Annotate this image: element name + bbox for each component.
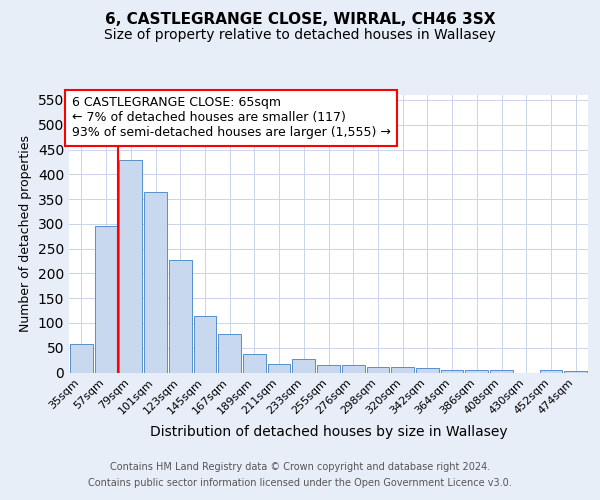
Text: Contains public sector information licensed under the Open Government Licence v3: Contains public sector information licen…: [88, 478, 512, 488]
Bar: [144, 192, 167, 372]
Bar: [95, 226, 118, 372]
Bar: [466, 370, 488, 372]
Bar: [268, 364, 290, 372]
Bar: [194, 316, 216, 372]
Text: 6 CASTLEGRANGE CLOSE: 65sqm
← 7% of detached houses are smaller (117)
93% of sem: 6 CASTLEGRANGE CLOSE: 65sqm ← 7% of deta…: [71, 96, 391, 140]
Bar: [416, 368, 439, 372]
Bar: [539, 370, 562, 372]
Bar: [564, 370, 587, 372]
X-axis label: Distribution of detached houses by size in Wallasey: Distribution of detached houses by size …: [149, 424, 508, 438]
Bar: [317, 364, 340, 372]
Bar: [169, 260, 191, 372]
Bar: [367, 367, 389, 372]
Bar: [391, 367, 414, 372]
Bar: [119, 160, 142, 372]
Bar: [292, 359, 315, 372]
Text: Contains HM Land Registry data © Crown copyright and database right 2024.: Contains HM Land Registry data © Crown c…: [110, 462, 490, 472]
Bar: [441, 370, 463, 372]
Text: Size of property relative to detached houses in Wallasey: Size of property relative to detached ho…: [104, 28, 496, 42]
Bar: [490, 370, 513, 372]
Bar: [342, 364, 365, 372]
Bar: [70, 344, 93, 372]
Y-axis label: Number of detached properties: Number of detached properties: [19, 135, 32, 332]
Bar: [218, 334, 241, 372]
Text: 6, CASTLEGRANGE CLOSE, WIRRAL, CH46 3SX: 6, CASTLEGRANGE CLOSE, WIRRAL, CH46 3SX: [105, 12, 495, 28]
Bar: [243, 354, 266, 372]
